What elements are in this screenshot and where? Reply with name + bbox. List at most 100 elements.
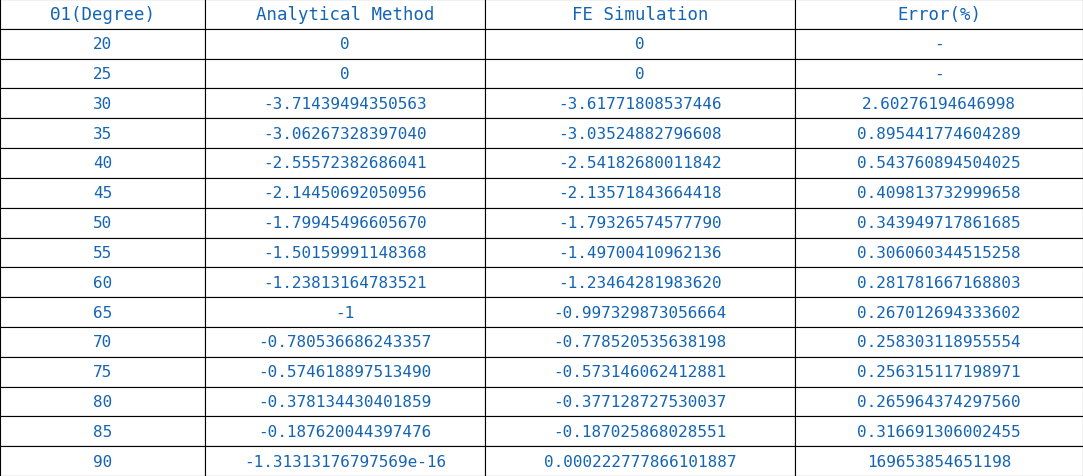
- Text: 65: 65: [93, 305, 113, 320]
- Text: 0.258303118955554: 0.258303118955554: [857, 335, 1021, 349]
- Text: Error(%): Error(%): [897, 6, 981, 24]
- Text: -0.573146062412881: -0.573146062412881: [553, 365, 727, 379]
- Text: 0.343949717861685: 0.343949717861685: [857, 216, 1021, 230]
- Text: 0.265964374297560: 0.265964374297560: [857, 394, 1021, 409]
- Text: -: -: [935, 37, 943, 52]
- Bar: [485, 60, 795, 89]
- Bar: [0, 30, 205, 60]
- Bar: [795, 149, 1083, 178]
- Text: -1.23813164783521: -1.23813164783521: [263, 275, 427, 290]
- Bar: [795, 446, 1083, 476]
- Text: -0.378134430401859: -0.378134430401859: [259, 394, 432, 409]
- Bar: [795, 0, 1083, 30]
- Bar: [205, 327, 485, 357]
- Bar: [0, 238, 205, 268]
- Bar: [0, 268, 205, 298]
- Text: 0.267012694333602: 0.267012694333602: [857, 305, 1021, 320]
- Text: 30: 30: [93, 97, 113, 111]
- Text: -2.13571843664418: -2.13571843664418: [558, 186, 721, 201]
- Text: -: -: [935, 67, 943, 82]
- Bar: [795, 327, 1083, 357]
- Bar: [205, 0, 485, 30]
- Text: 75: 75: [93, 365, 113, 379]
- Text: 90: 90: [93, 454, 113, 468]
- Text: 55: 55: [93, 246, 113, 260]
- Bar: [485, 208, 795, 238]
- Text: 169653854651198: 169653854651198: [866, 454, 1012, 468]
- Bar: [795, 89, 1083, 119]
- Bar: [485, 357, 795, 387]
- Bar: [485, 119, 795, 149]
- Bar: [795, 178, 1083, 208]
- Text: 0: 0: [636, 37, 644, 52]
- Bar: [205, 208, 485, 238]
- Text: -0.574618897513490: -0.574618897513490: [259, 365, 432, 379]
- Bar: [205, 149, 485, 178]
- Text: -0.187025868028551: -0.187025868028551: [553, 424, 727, 439]
- Bar: [0, 178, 205, 208]
- Bar: [0, 416, 205, 446]
- Bar: [795, 208, 1083, 238]
- Bar: [0, 208, 205, 238]
- Text: Θ1(Degree): Θ1(Degree): [50, 6, 155, 24]
- Bar: [485, 30, 795, 60]
- Bar: [795, 238, 1083, 268]
- Text: 0.409813732999658: 0.409813732999658: [857, 186, 1021, 201]
- Text: 40: 40: [93, 156, 113, 171]
- Bar: [485, 446, 795, 476]
- Text: -0.778520535638198: -0.778520535638198: [553, 335, 727, 349]
- Text: -1.79945496605670: -1.79945496605670: [263, 216, 427, 230]
- Bar: [485, 387, 795, 416]
- Text: 0: 0: [636, 67, 644, 82]
- Bar: [0, 119, 205, 149]
- Text: 80: 80: [93, 394, 113, 409]
- Bar: [0, 298, 205, 327]
- Bar: [0, 149, 205, 178]
- Bar: [485, 149, 795, 178]
- Bar: [205, 387, 485, 416]
- Bar: [485, 178, 795, 208]
- Bar: [205, 446, 485, 476]
- Bar: [205, 178, 485, 208]
- Bar: [795, 60, 1083, 89]
- Text: -0.997329873056664: -0.997329873056664: [553, 305, 727, 320]
- Bar: [795, 416, 1083, 446]
- Text: 60: 60: [93, 275, 113, 290]
- Bar: [795, 119, 1083, 149]
- Text: -3.06267328397040: -3.06267328397040: [263, 127, 427, 141]
- Bar: [795, 357, 1083, 387]
- Bar: [205, 119, 485, 149]
- Text: -1.31313176797569e-16: -1.31313176797569e-16: [244, 454, 446, 468]
- Text: 35: 35: [93, 127, 113, 141]
- Bar: [205, 416, 485, 446]
- Text: 0.895441774604289: 0.895441774604289: [857, 127, 1021, 141]
- Text: -1.23464281983620: -1.23464281983620: [558, 275, 721, 290]
- Text: 85: 85: [93, 424, 113, 439]
- Text: -1.50159991148368: -1.50159991148368: [263, 246, 427, 260]
- Bar: [485, 268, 795, 298]
- Bar: [205, 298, 485, 327]
- Text: -0.377128727530037: -0.377128727530037: [553, 394, 727, 409]
- Text: -3.61771808537446: -3.61771808537446: [558, 97, 721, 111]
- Text: 0: 0: [340, 67, 350, 82]
- Bar: [205, 30, 485, 60]
- Text: -1: -1: [336, 305, 354, 320]
- Text: 45: 45: [93, 186, 113, 201]
- Text: 70: 70: [93, 335, 113, 349]
- Text: -2.54182680011842: -2.54182680011842: [558, 156, 721, 171]
- Bar: [0, 327, 205, 357]
- Bar: [0, 446, 205, 476]
- Text: -1.49700410962136: -1.49700410962136: [558, 246, 721, 260]
- Text: Analytical Method: Analytical Method: [256, 6, 434, 24]
- Text: 0.543760894504025: 0.543760894504025: [857, 156, 1021, 171]
- Text: 2.60276194646998: 2.60276194646998: [862, 97, 1016, 111]
- Bar: [205, 60, 485, 89]
- Text: -0.187620044397476: -0.187620044397476: [259, 424, 432, 439]
- Text: 25: 25: [93, 67, 113, 82]
- Text: -0.780536686243357: -0.780536686243357: [259, 335, 432, 349]
- Bar: [795, 268, 1083, 298]
- Text: -2.55572382686041: -2.55572382686041: [263, 156, 427, 171]
- Bar: [0, 60, 205, 89]
- Text: 50: 50: [93, 216, 113, 230]
- Text: 0.316691306002455: 0.316691306002455: [857, 424, 1021, 439]
